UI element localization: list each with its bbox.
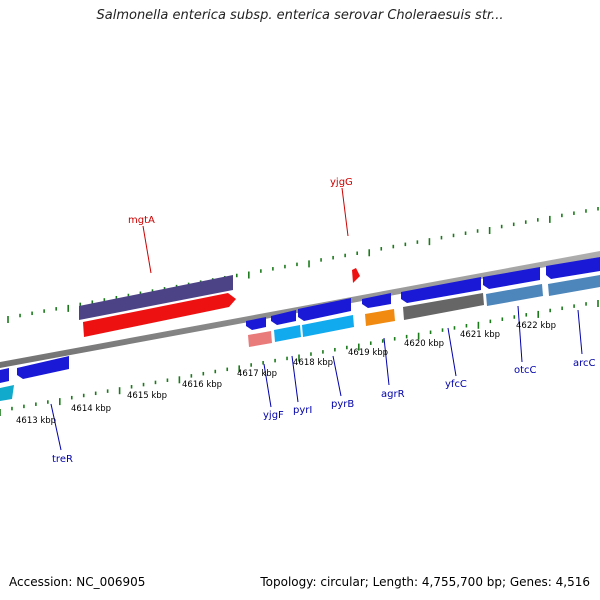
scale-tick-labels: 4613 kbp 4614 kbp 4615 kbp 4616 kbp 4617…: [16, 321, 556, 426]
gene-label-pyrI[interactable]: pyrI: [293, 405, 312, 416]
gene-feature-arcC-box[interactable]: [548, 275, 600, 296]
gene-feature-pyrI-box[interactable]: [274, 325, 301, 342]
scale-tick-label: 4621 kbp: [460, 330, 500, 340]
gene-feature-otcC[interactable]: [483, 267, 540, 289]
scale-tick-label: 4617 kbp: [237, 369, 277, 379]
gene-label-yfcC[interactable]: yfcC: [445, 379, 467, 390]
gene-feature-left-edge-2[interactable]: [0, 385, 14, 401]
accession-label: Accession: NC_006905: [9, 575, 146, 589]
gene-feature-left-edge[interactable]: [0, 368, 9, 383]
gene-feature-pyrB-box[interactable]: [302, 315, 354, 337]
scale-tick-label: 4618 kbp: [293, 358, 333, 368]
scale-tick-label: 4615 kbp: [127, 391, 167, 401]
scale-tick-label: 4616 kbp: [182, 380, 222, 390]
gene-feature-yfcC-box[interactable]: [403, 293, 484, 320]
gene-label-mgtA[interactable]: mgtA: [128, 215, 155, 226]
label-leader-lines: [50, 187, 583, 451]
gene-label-agrR[interactable]: agrR: [381, 389, 405, 400]
gene-label-arcC[interactable]: arcC: [573, 358, 596, 369]
gene-label-pyrB[interactable]: pyrB: [331, 399, 354, 410]
gene-feature-treR[interactable]: [17, 356, 69, 379]
gene-label-otcC[interactable]: otcC: [514, 365, 537, 376]
forward-features: [79, 268, 360, 337]
gene-feature-mgtA-cds[interactable]: [83, 293, 236, 337]
scale-tick-label: 4614 kbp: [71, 404, 111, 414]
gene-label-treR[interactable]: treR: [52, 454, 73, 465]
scale-tick-label: 4613 kbp: [16, 416, 56, 426]
reverse-tick-track: [0, 300, 599, 416]
gene-label-yjgG[interactable]: yjgG: [330, 177, 353, 188]
gene-label-yjgF[interactable]: yjgF: [263, 410, 284, 421]
genome-summary: Topology: circular; Length: 4,755,700 bp…: [260, 575, 590, 589]
scale-tick-label: 4622 kbp: [516, 321, 556, 331]
gene-feature-agrR[interactable]: [362, 293, 391, 308]
gene-labels: mgtA yjgG treR yjgF pyrI pyrB agrR yfcC …: [52, 177, 596, 465]
reverse-features: [0, 257, 600, 401]
gene-feature-yfcC[interactable]: [401, 277, 481, 303]
scale-tick-label: 4620 kbp: [404, 339, 444, 349]
gene-feature-yjgF[interactable]: [246, 317, 266, 330]
gene-feature-pyrB[interactable]: [298, 298, 351, 321]
gene-feature-yjgF-box[interactable]: [248, 331, 272, 347]
gene-feature-pyrI[interactable]: [271, 310, 296, 325]
gene-feature-mgtA-outline[interactable]: [79, 275, 233, 320]
gene-feature-otcC-box[interactable]: [486, 284, 543, 306]
genome-title: Salmonella enterica subsp. enterica sero…: [96, 8, 504, 23]
scale-tick-label: 4619 kbp: [348, 348, 388, 358]
gene-feature-yjgG[interactable]: [352, 268, 360, 283]
gene-feature-arcC[interactable]: [546, 257, 600, 279]
gene-feature-agrR-box[interactable]: [365, 309, 395, 326]
